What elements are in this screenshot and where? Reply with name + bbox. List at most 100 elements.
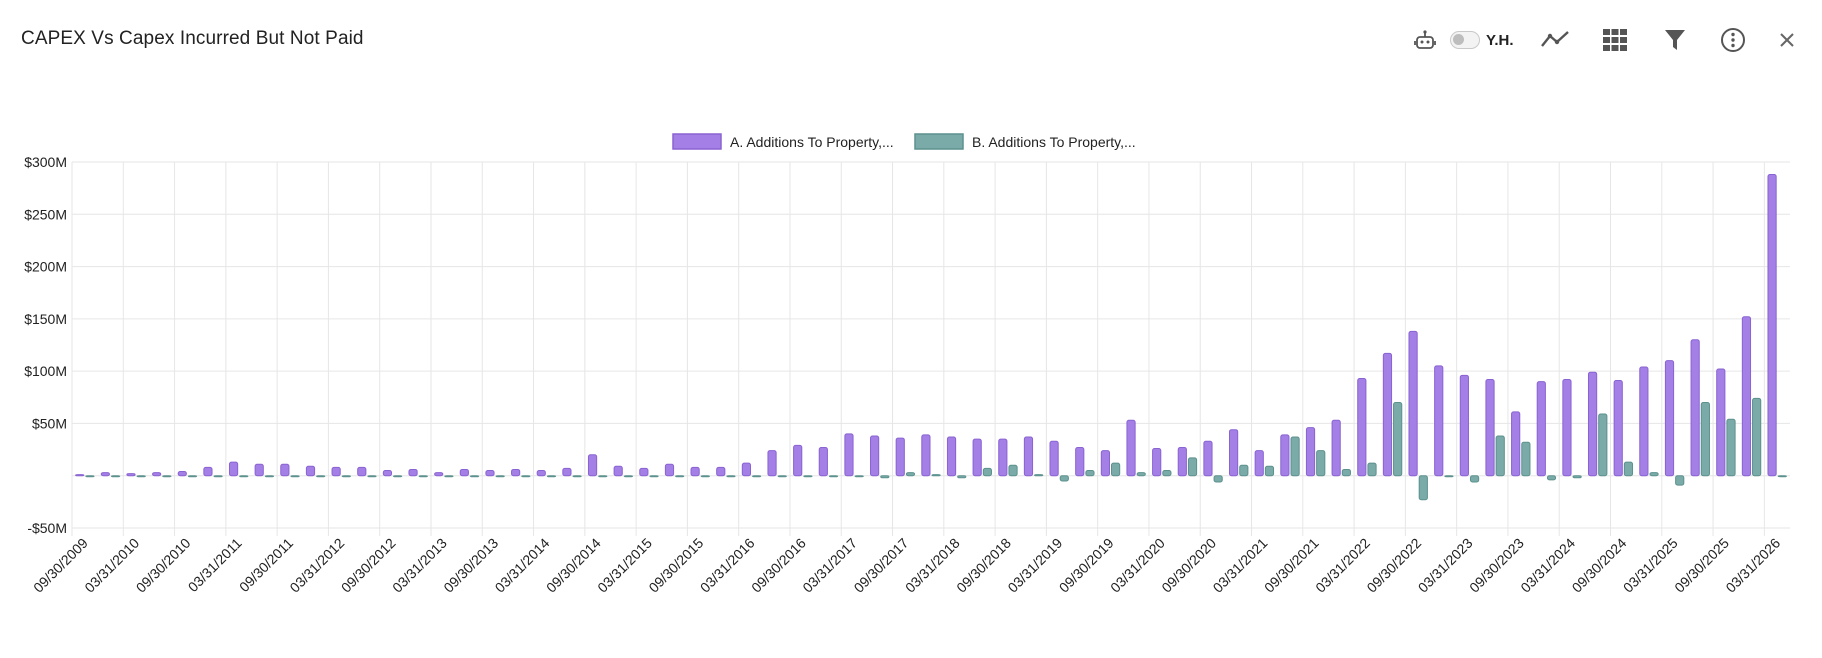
x-tick-label: 09/30/2024: [1569, 535, 1630, 596]
bar-series-b: [187, 475, 198, 478]
x-tick-label: 09/30/2022: [1363, 535, 1424, 596]
chart-title: CAPEX Vs Capex Incurred But Not Paid: [21, 28, 364, 49]
bar-series-a: [613, 465, 623, 477]
bar-series-a: [1357, 377, 1367, 477]
bar-series-b: [1700, 402, 1710, 477]
bar-series-a: [280, 463, 290, 477]
bar-series-a: [1177, 446, 1187, 477]
bar-series-b: [598, 475, 608, 478]
bar-series-b: [803, 475, 813, 478]
x-tick-label: 03/31/2017: [799, 535, 860, 596]
bar-series-b: [521, 475, 531, 478]
bar-series-a: [357, 466, 367, 477]
filter-icon-graphic: [1665, 30, 1685, 50]
bar-series-b: [700, 475, 710, 478]
yh-toggle-switch[interactable]: [1450, 31, 1480, 49]
bar-series-b: [1752, 397, 1762, 477]
bar-series-b: [623, 475, 634, 478]
bar-series-a: [331, 466, 341, 477]
bar-series-a: [1690, 339, 1700, 477]
bar-series-b: [726, 475, 736, 478]
legend-label-a: A. Additions To Property,...: [730, 134, 894, 150]
bar-series-b: [546, 475, 557, 478]
bar-series-a: [664, 463, 675, 477]
bar-series-a: [1331, 419, 1341, 477]
bar-series-a: [690, 466, 700, 477]
bar-series-a: [1408, 330, 1418, 477]
bar-series-a: [228, 461, 239, 477]
x-tick-label: 03/31/2022: [1312, 535, 1373, 596]
bar-series-b: [931, 474, 941, 477]
bar-series-a: [1254, 450, 1264, 477]
x-tick-label: 03/31/2011: [185, 535, 245, 595]
bar-series-a: [1741, 316, 1752, 477]
bar-series-a: [1075, 446, 1085, 477]
bar-series-a: [972, 438, 982, 477]
bar-series-b: [1085, 469, 1095, 477]
bar-series-b: [1316, 450, 1326, 477]
chart-header: CAPEX Vs Capex Incurred But Not Paid: [0, 0, 1822, 80]
x-tick-label: 09/30/2012: [338, 535, 399, 596]
bar-series-a: [1228, 429, 1239, 477]
y-tick-label: -$50M: [27, 520, 67, 536]
line-chart-icon-graphic: [1541, 31, 1569, 47]
bar-series-a: [1716, 368, 1726, 477]
x-tick-label: 09/30/2009: [30, 535, 91, 596]
bar-series-b: [469, 475, 480, 478]
bar-series-a: [767, 450, 777, 477]
bar-series-b: [162, 475, 172, 478]
x-tick-label: 03/31/2025: [1620, 535, 1681, 596]
bar-series-b: [1162, 469, 1172, 477]
bar-series-a: [844, 433, 854, 477]
x-tick-label: 09/30/2014: [543, 535, 604, 596]
bar-series-b: [290, 475, 300, 478]
x-tick-label: 03/31/2014: [492, 535, 553, 596]
bar-series-a: [562, 467, 572, 477]
bar-series-a: [434, 472, 444, 477]
filter-icon[interactable]: [1658, 22, 1692, 58]
robot-icon-graphic: [1414, 30, 1436, 49]
bar-series-b: [982, 467, 992, 477]
x-tick-label: 09/30/2019: [1056, 535, 1117, 596]
legend-label-b: B. Additions To Property,...: [972, 134, 1136, 150]
bar-series-a: [1485, 379, 1495, 477]
line-chart-icon[interactable]: [1538, 22, 1572, 58]
close-icon[interactable]: [1772, 22, 1802, 58]
bar-series-b: [1777, 475, 1787, 478]
y-tick-label: $300M: [24, 154, 67, 170]
legend-swatch-b: [914, 133, 964, 150]
bar-series-a: [895, 437, 905, 477]
more-icon[interactable]: [1716, 22, 1750, 58]
bar-series-b: [777, 475, 787, 478]
bar-series-a: [1126, 419, 1136, 477]
bar-series-b: [1521, 441, 1531, 477]
bar-series-b: [1034, 474, 1044, 477]
bar-series-a: [1587, 371, 1598, 477]
bar-series-a: [203, 466, 213, 477]
x-tick-label: 03/31/2019: [1004, 535, 1065, 596]
grid-icon[interactable]: [1598, 22, 1632, 58]
bar-series-b: [572, 475, 582, 478]
bar-series-a: [305, 465, 316, 477]
bar-series-b: [1290, 436, 1300, 477]
robot-icon[interactable]: [1410, 22, 1440, 58]
bar-series-b: [393, 475, 403, 478]
bar-series-a: [921, 434, 931, 477]
bar-series-a: [536, 469, 546, 477]
bar-series-b: [418, 475, 428, 478]
bar-series-b: [1572, 475, 1582, 479]
bar-series-b: [444, 475, 454, 478]
bar-series-b: [1367, 462, 1377, 477]
bar-series-a: [1382, 352, 1393, 477]
bar-series-a: [946, 436, 957, 477]
bar-series-b: [239, 475, 249, 478]
x-tick-label: 03/31/2015: [594, 535, 655, 596]
x-tick-label: 03/31/2024: [1517, 535, 1578, 596]
bar-series-b: [1187, 457, 1198, 477]
x-tick-label: 09/30/2023: [1466, 535, 1527, 596]
bar-series-b: [1623, 461, 1634, 477]
bar-series-b: [1418, 475, 1428, 501]
x-tick-label: 03/31/2016: [697, 535, 758, 596]
bar-series-a: [1203, 440, 1213, 477]
bar-series-a: [1049, 440, 1059, 477]
